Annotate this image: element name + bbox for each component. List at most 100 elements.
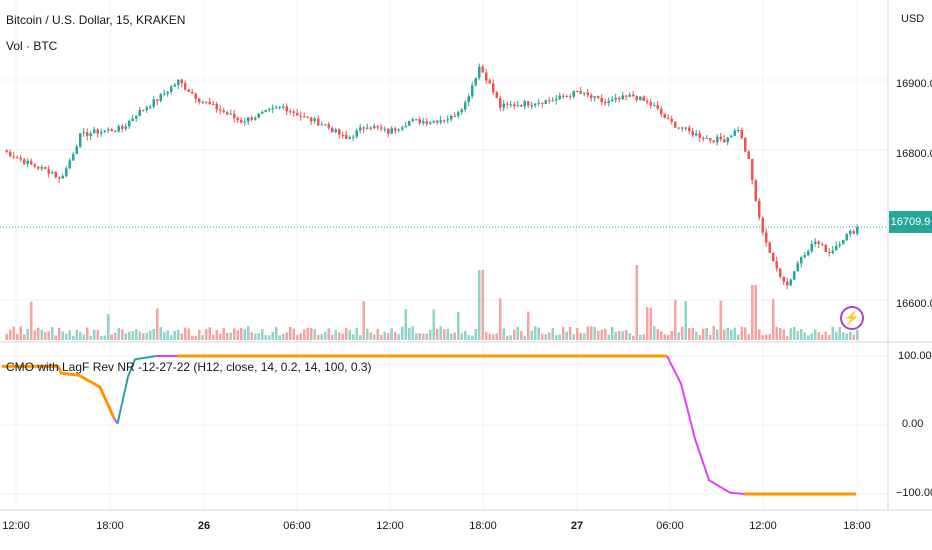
lightning-icon[interactable]: ⚡: [840, 306, 864, 330]
indicator-legend[interactable]: CMO with LagF Rev NR -12-27-22 (H12, clo…: [6, 360, 372, 374]
candle-body: [278, 107, 281, 109]
candle-body: [471, 85, 474, 97]
candle-body: [611, 99, 614, 101]
candle-body: [513, 104, 516, 107]
time-tick-label: 18:00: [96, 520, 124, 532]
volume-bar: [397, 334, 400, 340]
volume-bar: [810, 333, 813, 340]
volume-bar: [768, 333, 771, 340]
volume-bar: [471, 335, 474, 340]
candle-body: [96, 129, 99, 134]
candle-body: [299, 115, 302, 117]
candle-body: [411, 119, 414, 122]
candle-body: [30, 160, 33, 165]
volume-bar: [131, 331, 134, 340]
candle-body: [534, 103, 537, 106]
candle-body: [523, 101, 526, 107]
candle-body: [474, 77, 477, 86]
candle-body: [26, 160, 29, 164]
candle-body: [845, 234, 848, 241]
volume-bar: [558, 334, 561, 340]
candle-body: [681, 127, 684, 129]
candle-body: [842, 240, 845, 245]
candle-body: [348, 137, 351, 139]
candle-body: [604, 102, 607, 104]
candle-body: [40, 166, 43, 169]
candle-body: [352, 136, 355, 138]
volume-bar: [191, 335, 194, 340]
candle-body: [642, 96, 645, 101]
volume-bar: [408, 328, 411, 340]
candle-body: [828, 252, 831, 254]
volume-bar: [411, 326, 414, 340]
candle-body: [310, 117, 313, 122]
candle-body: [68, 160, 71, 169]
candle-body: [425, 121, 428, 124]
candle-body: [373, 126, 376, 129]
candle-body: [324, 124, 327, 126]
volume-bar: [803, 332, 806, 340]
candle-body: [415, 119, 418, 121]
volume-bar: [23, 334, 26, 340]
candle-body: [366, 127, 369, 129]
volume-bar: [187, 328, 190, 340]
volume-bar: [257, 333, 260, 340]
volume-bar: [800, 328, 803, 340]
volume-bar: [264, 335, 267, 340]
candle-body: [429, 122, 432, 124]
volume-bar: [149, 330, 152, 340]
volume-bar: [702, 328, 705, 340]
volume-bar: [607, 334, 610, 340]
volume-bar: [170, 335, 173, 340]
volume-bar: [37, 327, 40, 340]
candle-body: [754, 180, 757, 201]
candle-body: [93, 129, 96, 134]
volume-legend[interactable]: Vol · BTC: [6, 39, 58, 53]
volume-bar: [681, 326, 684, 340]
volume-bar: [499, 298, 502, 340]
candle-body: [397, 129, 400, 131]
symbol-legend[interactable]: Bitcoin / U.S. Dollar, 15, KRAKEN: [6, 13, 186, 27]
volume-bar: [443, 329, 446, 340]
candle-body: [271, 108, 274, 110]
volume-bar: [744, 327, 747, 340]
volume-bar: [278, 335, 281, 340]
candle-body: [628, 94, 631, 97]
volume-bar: [110, 334, 113, 340]
candle-body: [691, 131, 694, 136]
volume-bar: [450, 333, 453, 340]
volume-bar: [814, 329, 817, 340]
volume-bar: [355, 327, 358, 340]
volume-bar: [373, 334, 376, 340]
candle-body: [383, 128, 386, 130]
candle-body: [649, 102, 652, 106]
volume-bar: [740, 326, 743, 340]
volume-bar: [334, 330, 337, 340]
volume-bar: [831, 326, 834, 340]
candle-body: [464, 102, 467, 110]
candle-body: [110, 129, 113, 132]
candle-body: [142, 109, 145, 111]
candle-body: [128, 120, 131, 127]
candle-body: [600, 98, 603, 103]
candle-body: [236, 117, 239, 120]
volume-bar: [453, 332, 456, 340]
candle-body: [362, 127, 365, 129]
candle-body: [212, 103, 215, 105]
candle-body: [100, 131, 103, 134]
candle-body: [432, 120, 435, 123]
volume-bar: [653, 326, 656, 340]
volume-bar: [366, 328, 369, 340]
candle-body: [775, 261, 778, 269]
volume-bar: [481, 270, 484, 340]
volume-bar: [422, 333, 425, 340]
volume-bar: [229, 332, 232, 340]
grid-lines: [0, 0, 888, 510]
candle-body: [509, 104, 512, 106]
volume-bar: [159, 326, 162, 340]
candle-body: [44, 166, 47, 169]
volume-bar: [464, 330, 467, 340]
candle-body: [79, 133, 82, 147]
candle-body: [233, 113, 236, 118]
